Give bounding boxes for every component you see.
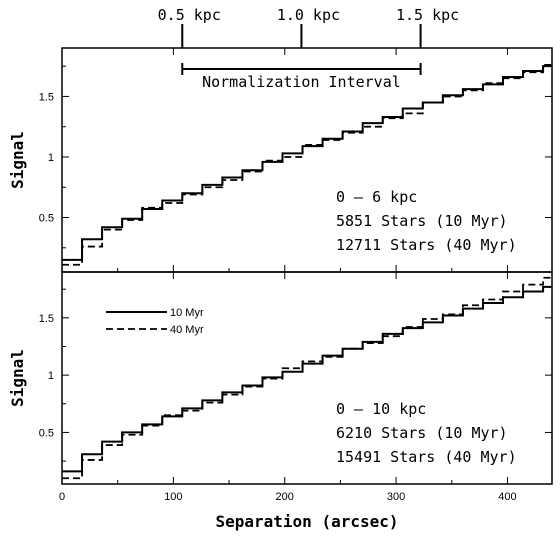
legend-label: 40 Myr [170, 324, 204, 336]
y-axis-title: Signal [8, 349, 27, 407]
series-line-10myr [62, 285, 552, 473]
x-tick-label: 100 [164, 491, 182, 503]
top-axis: 0.5 kpc 1.0 kpc 1.5 kpc [158, 6, 459, 48]
top-axis-tick-label: 1.0 kpc [277, 6, 340, 24]
x-tick-label: 200 [276, 491, 294, 503]
y-tick-label: 0.5 [39, 213, 54, 225]
normalization-interval: Normalization Interval [181, 63, 422, 91]
normalization-label: Normalization Interval [202, 73, 401, 91]
plot-frame [61, 271, 553, 485]
legend-label: 10 Myr [170, 307, 204, 319]
series-line-10myr [62, 65, 552, 261]
x-tick-label: 0 [59, 491, 65, 503]
y-tick-label: 1 [48, 370, 54, 382]
y-tick-label: 1 [48, 152, 54, 164]
annotation-line: 0 – 6 kpc [336, 188, 417, 206]
x-tick-label: 400 [498, 491, 516, 503]
x-axis-title: Separation (arcsec) [215, 512, 398, 531]
y-tick-label: 1.5 [39, 313, 54, 325]
y-axis-title: Signal [8, 131, 27, 189]
top-axis-tick-label: 1.5 kpc [396, 6, 459, 24]
y-tick-label: 0.5 [39, 427, 54, 439]
y-tick-label: 1.5 [39, 91, 54, 103]
annotation-line: 0 – 10 kpc [336, 400, 426, 418]
panel-bottom: 0 100 200 300 400 0.5 1 1.5 Signal 0 – 10 kpc 6210… [8, 271, 553, 503]
panel-top: 0.5 1 1.5 Signal 0 – 6 kpc 5851 Stars (10 Myr… [8, 47, 553, 273]
series-line-40myr [62, 64, 552, 266]
x-tick-label: 300 [387, 491, 405, 503]
top-axis-tick-label: 0.5 kpc [158, 6, 221, 24]
annotation-line: 12711 Stars (40 Myr) [336, 236, 517, 254]
series-line-40myr [62, 276, 552, 480]
annotation-line: 15491 Stars (40 Myr) [336, 448, 517, 466]
annotation-line: 5851 Stars (10 Myr) [336, 212, 508, 230]
annotation-line: 6210 Stars (10 Myr) [336, 424, 508, 442]
